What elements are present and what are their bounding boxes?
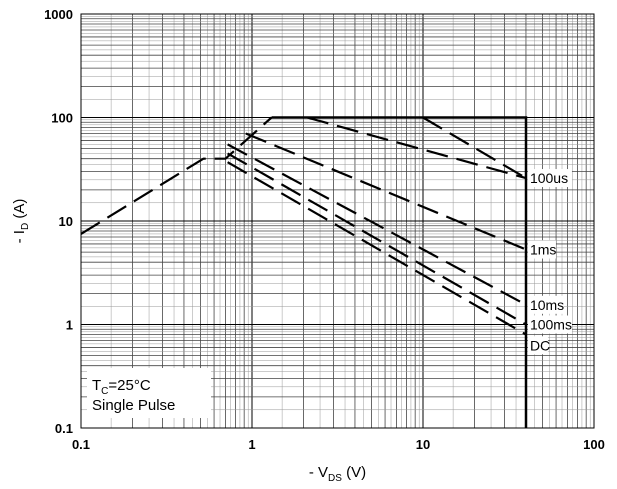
x-axis-title-prefix: - V <box>309 464 328 481</box>
curve-label-bg <box>527 315 572 334</box>
series-DC <box>227 161 527 336</box>
series-100us <box>80 116 273 235</box>
y-tick-label: 10 <box>59 214 73 229</box>
curve-label-1ms: 1ms <box>527 240 556 259</box>
curve-label-DC: DC <box>527 336 550 355</box>
plot-frame <box>80 13 595 429</box>
curve-label-bg <box>527 336 548 355</box>
y-tick-label: 1 <box>66 318 73 333</box>
annotation-line1-suffix: =25°C <box>108 377 150 394</box>
annotation-box <box>87 368 211 418</box>
annotation-line2: Single Pulse <box>92 397 175 414</box>
y-tick-label: 100 <box>51 111 73 126</box>
curve-label-bg <box>527 169 572 188</box>
curve-label-text: 10ms <box>530 297 564 313</box>
curve-label-text: DC <box>530 337 550 353</box>
series-100us-segment <box>422 116 527 180</box>
annotation-line1-prefix: T <box>92 377 101 394</box>
curve-label-text: 100ms <box>530 317 572 333</box>
x-axis-title-sub: DS <box>328 473 342 484</box>
y-axis-title: - ID (A) <box>11 199 31 244</box>
curve-label-100ms: 100ms <box>527 315 572 334</box>
curve-label-bg <box>527 295 564 314</box>
label-layer: 100us 1ms 10ms 100ms DC <box>527 169 572 355</box>
y-axis-title-prefix: - I <box>11 230 28 243</box>
curve-label-10ms: 10ms <box>527 295 564 314</box>
curve-label-bg <box>527 240 556 259</box>
x-tick-label: 0.1 <box>72 437 90 452</box>
x-tick-label: 10 <box>416 437 430 452</box>
y-tick-label: 1000 <box>44 7 73 22</box>
x-tick-label: 100 <box>583 437 605 452</box>
series-layer <box>80 116 528 428</box>
series-100ms <box>227 152 527 326</box>
y-axis-title-sub: D <box>20 223 31 230</box>
annotation-line1: TC=25°C <box>92 377 151 397</box>
y-axis-title-suffix: (A) <box>11 199 28 223</box>
annotation-line1-sub: C <box>101 386 108 397</box>
y-tick-label: 0.1 <box>55 421 73 436</box>
series-100us-segment <box>306 116 527 180</box>
x-axis-title-suffix: (V) <box>342 464 366 481</box>
x-tick-label: 1 <box>248 437 255 452</box>
tick-layer: 0.1 1 10 100 1000 100 10 1 0.1 <box>44 7 605 452</box>
series-10ms <box>227 143 527 306</box>
curve-label-text: 100us <box>530 170 568 186</box>
series-1ms <box>245 132 527 251</box>
curve-label-text: 1ms <box>530 242 556 258</box>
grid-layer <box>80 14 594 429</box>
x-axis-title: - VDS (V) <box>309 464 366 484</box>
curve-label-100us: 100us <box>527 169 572 188</box>
